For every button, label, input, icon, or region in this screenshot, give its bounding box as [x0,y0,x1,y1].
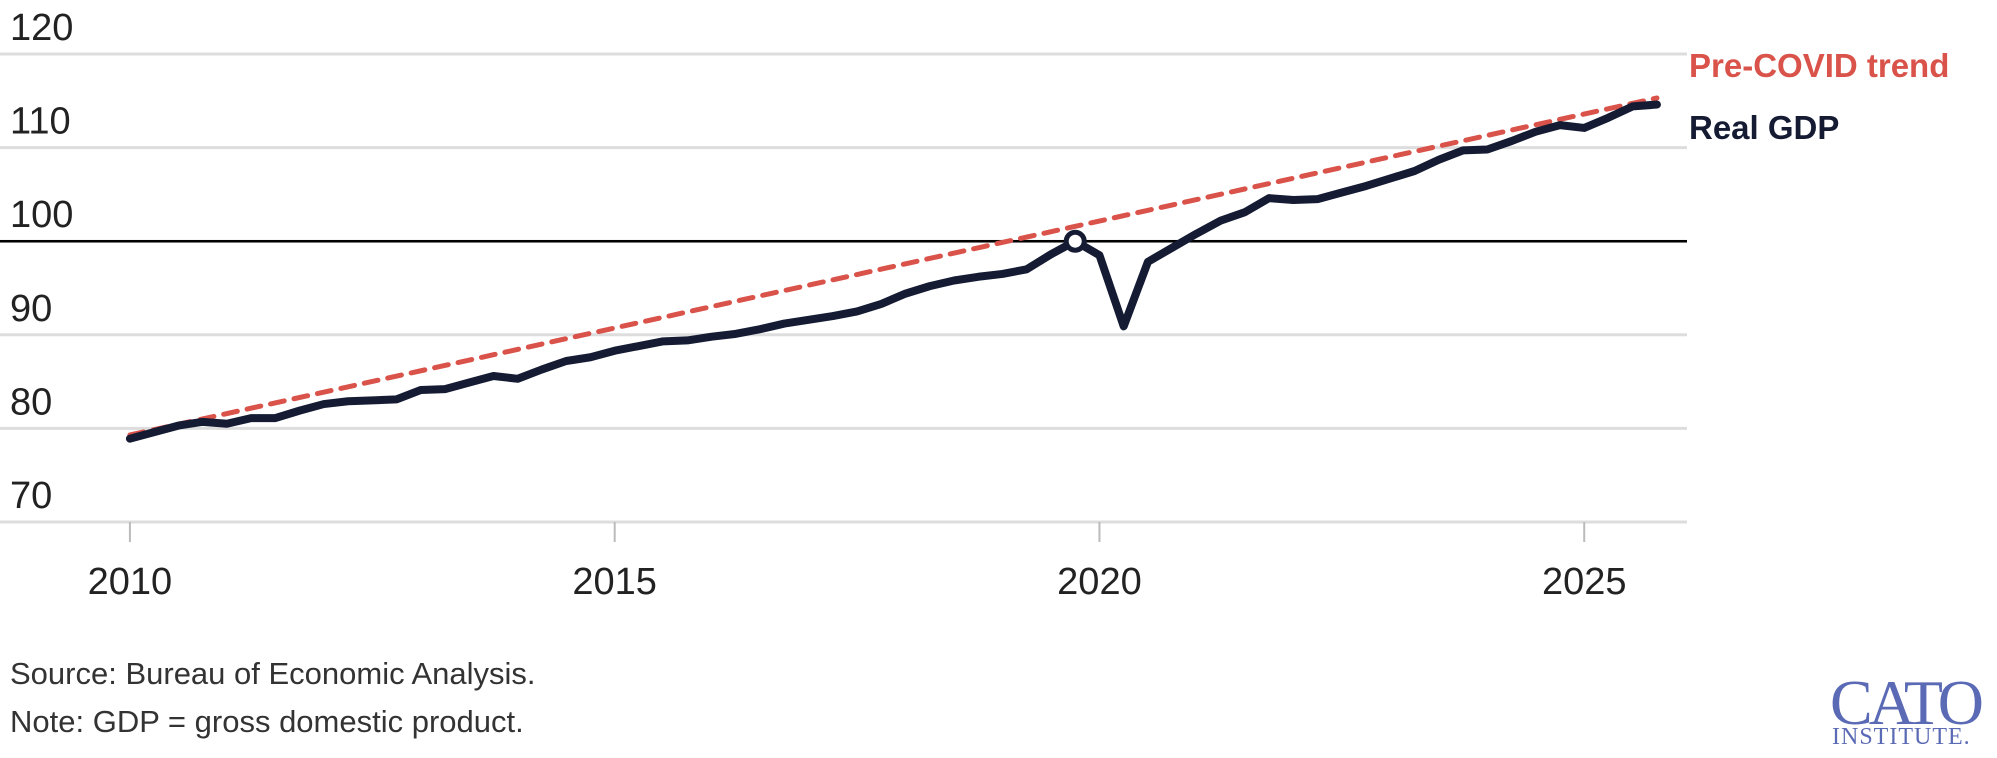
x-tick-label: 2010 [88,561,173,603]
x-tick-label: 2020 [1057,561,1142,603]
highlight-point [1063,229,1087,253]
y-tick-label: 80 [10,381,52,423]
data-line [125,100,1661,443]
y-tick-label: 90 [10,288,52,330]
source-note: Source: Bureau of Economic Analysis. [10,656,536,691]
y-tick-label: 100 [10,194,73,236]
y-tick-label: 70 [10,475,52,517]
legend-label: Pre-COVID trend [1689,47,1949,84]
logo: CATO [1830,667,1982,738]
legend-label: Real GDP [1689,109,1839,146]
y-tick-label: 110 [10,101,71,143]
y-tick-label: 120 [10,7,73,49]
footnote: Note: GDP = gross domestic product. [10,704,524,739]
x-tick-label: 2025 [1542,561,1627,603]
x-tick-label: 2015 [572,561,657,603]
trend-line [127,95,1660,438]
logo-subtitle: INSTITUTE. [1832,724,1971,750]
